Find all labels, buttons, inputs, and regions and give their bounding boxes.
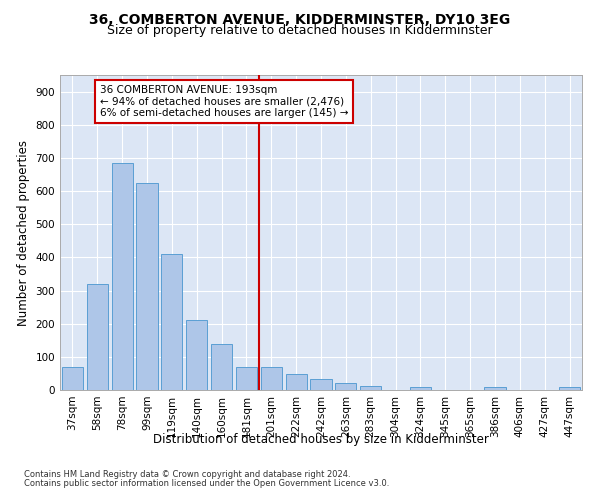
Text: Size of property relative to detached houses in Kidderminster: Size of property relative to detached ho… (107, 24, 493, 37)
Bar (62, 367, 83, 390)
Text: 36 COMBERTON AVENUE: 193sqm
← 94% of detached houses are smaller (2,476)
6% of s: 36 COMBERTON AVENUE: 193sqm ← 94% of det… (100, 85, 348, 118)
Bar (335, 382, 356, 390)
Bar (161, 254, 182, 390)
Y-axis label: Number of detached properties: Number of detached properties (17, 140, 30, 326)
Bar (410, 388, 431, 390)
Bar (559, 388, 580, 390)
Bar (112, 163, 133, 390)
Bar (186, 320, 207, 390)
Bar (236, 367, 257, 390)
Text: Contains public sector information licensed under the Open Government Licence v3: Contains public sector information licen… (24, 479, 389, 488)
Text: 36, COMBERTON AVENUE, KIDDERMINSTER, DY10 3EG: 36, COMBERTON AVENUE, KIDDERMINSTER, DY1… (89, 12, 511, 26)
Bar (484, 388, 506, 390)
Bar (87, 284, 108, 390)
Text: Contains HM Land Registry data © Crown copyright and database right 2024.: Contains HM Land Registry data © Crown c… (24, 470, 350, 479)
Bar (360, 386, 381, 390)
Bar (136, 183, 158, 390)
Bar (211, 344, 232, 390)
Bar (310, 379, 332, 390)
Text: Distribution of detached houses by size in Kidderminster: Distribution of detached houses by size … (153, 432, 489, 446)
Bar (261, 368, 282, 390)
Bar (286, 374, 307, 390)
